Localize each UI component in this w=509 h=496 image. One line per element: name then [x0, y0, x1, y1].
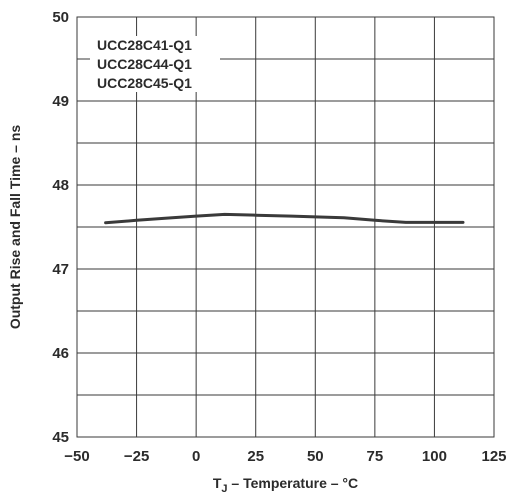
y-tick-label: 46: [52, 345, 69, 362]
x-tick-label: 25: [247, 448, 264, 465]
y-axis-ticks: 45 46 47 48 49 50: [52, 9, 69, 446]
x-axis-title-subscript: J: [221, 483, 227, 495]
x-tick-label: −25: [124, 448, 149, 465]
x-tick-label: 75: [367, 448, 384, 465]
series-line: [104, 212, 465, 225]
x-tick-label: 0: [192, 448, 200, 465]
y-tick-label: 47: [52, 261, 69, 278]
x-tick-label: 50: [307, 448, 324, 465]
legend: UCC28C41-Q1 UCC28C44-Q1 UCC28C45-Q1: [90, 36, 220, 92]
x-tick-label: −50: [64, 448, 89, 465]
y-axis-title: Output Rise and Fall Time – ns: [7, 125, 23, 330]
x-axis-title-rest: – Temperature – °C: [228, 475, 359, 491]
y-tick-label: 50: [52, 9, 69, 26]
x-tick-label: 125: [481, 448, 506, 465]
plot-frame: [76, 16, 495, 438]
y-tick-label: 45: [52, 429, 69, 446]
legend-entry: UCC28C44-Q1: [97, 56, 192, 72]
x-axis-ticks: −50 −25 0 25 50 75 100 125: [64, 448, 506, 465]
y-tick-label: 48: [52, 177, 69, 194]
legend-background: [90, 36, 220, 92]
x-tick-label: 100: [422, 448, 447, 465]
y-tick-label: 49: [52, 93, 69, 110]
x-axis-title-main: T: [213, 475, 222, 491]
x-axis-title: TJ – Temperature – °C: [213, 475, 358, 495]
grid: [76, 16, 495, 438]
legend-entry: UCC28C41-Q1: [97, 37, 192, 53]
legend-entry: UCC28C45-Q1: [97, 75, 192, 91]
